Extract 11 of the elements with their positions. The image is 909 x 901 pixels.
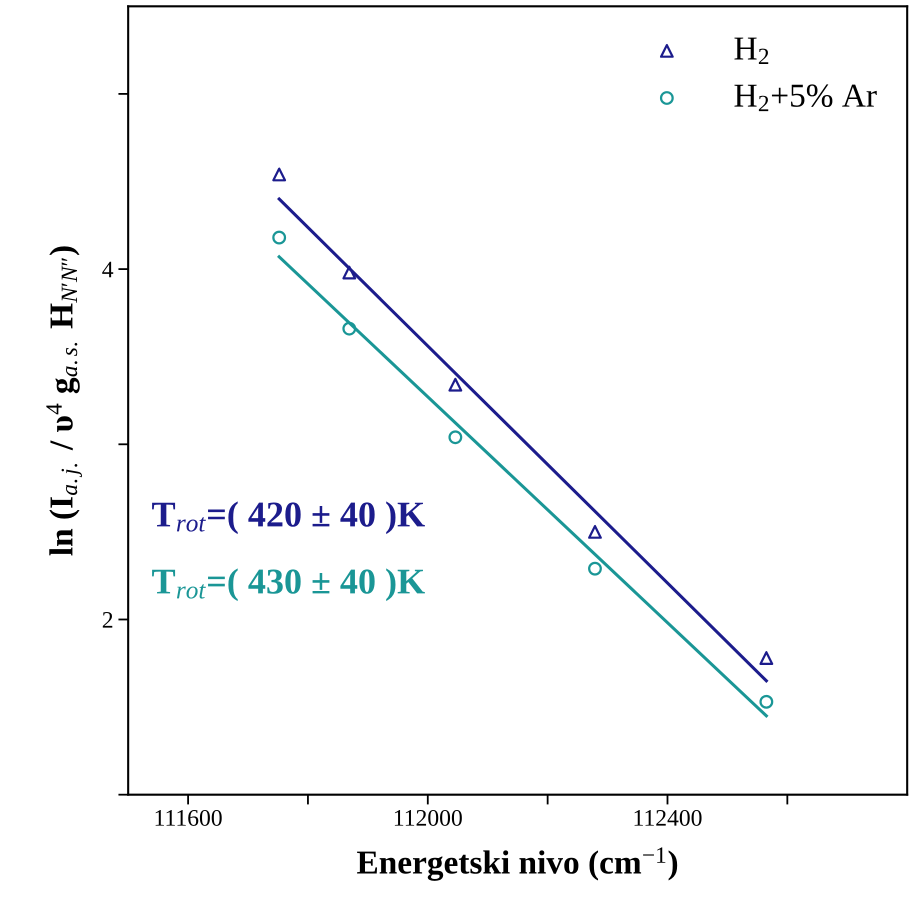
annotation: T$_{rot}$=( 430 ± 40 )K bbox=[152, 568, 425, 602]
x-tick-label: 111600 bbox=[156, 810, 222, 826]
legend-label: H$_{2}$+5% Ar bbox=[734, 84, 877, 112]
y-tick-label: 2 bbox=[102, 612, 112, 628]
x-tick-label: 112000 bbox=[394, 810, 462, 826]
y-tick-label: 4 bbox=[102, 262, 114, 278]
annotation: T$_{rot}$=( 420 ± 40 )K bbox=[152, 501, 425, 534]
legend-label: H$_{2}$ bbox=[734, 38, 768, 64]
x-axis-title: Energetski nivo (cm$^{−1}$) bbox=[357, 847, 678, 881]
x-tick-label: 112400 bbox=[634, 810, 702, 826]
text: ln (I$_{a.j.}$ / υ$^{4}$ g$_{a.s.}$ H$_{N′N″}$) bbox=[46, 246, 82, 556]
